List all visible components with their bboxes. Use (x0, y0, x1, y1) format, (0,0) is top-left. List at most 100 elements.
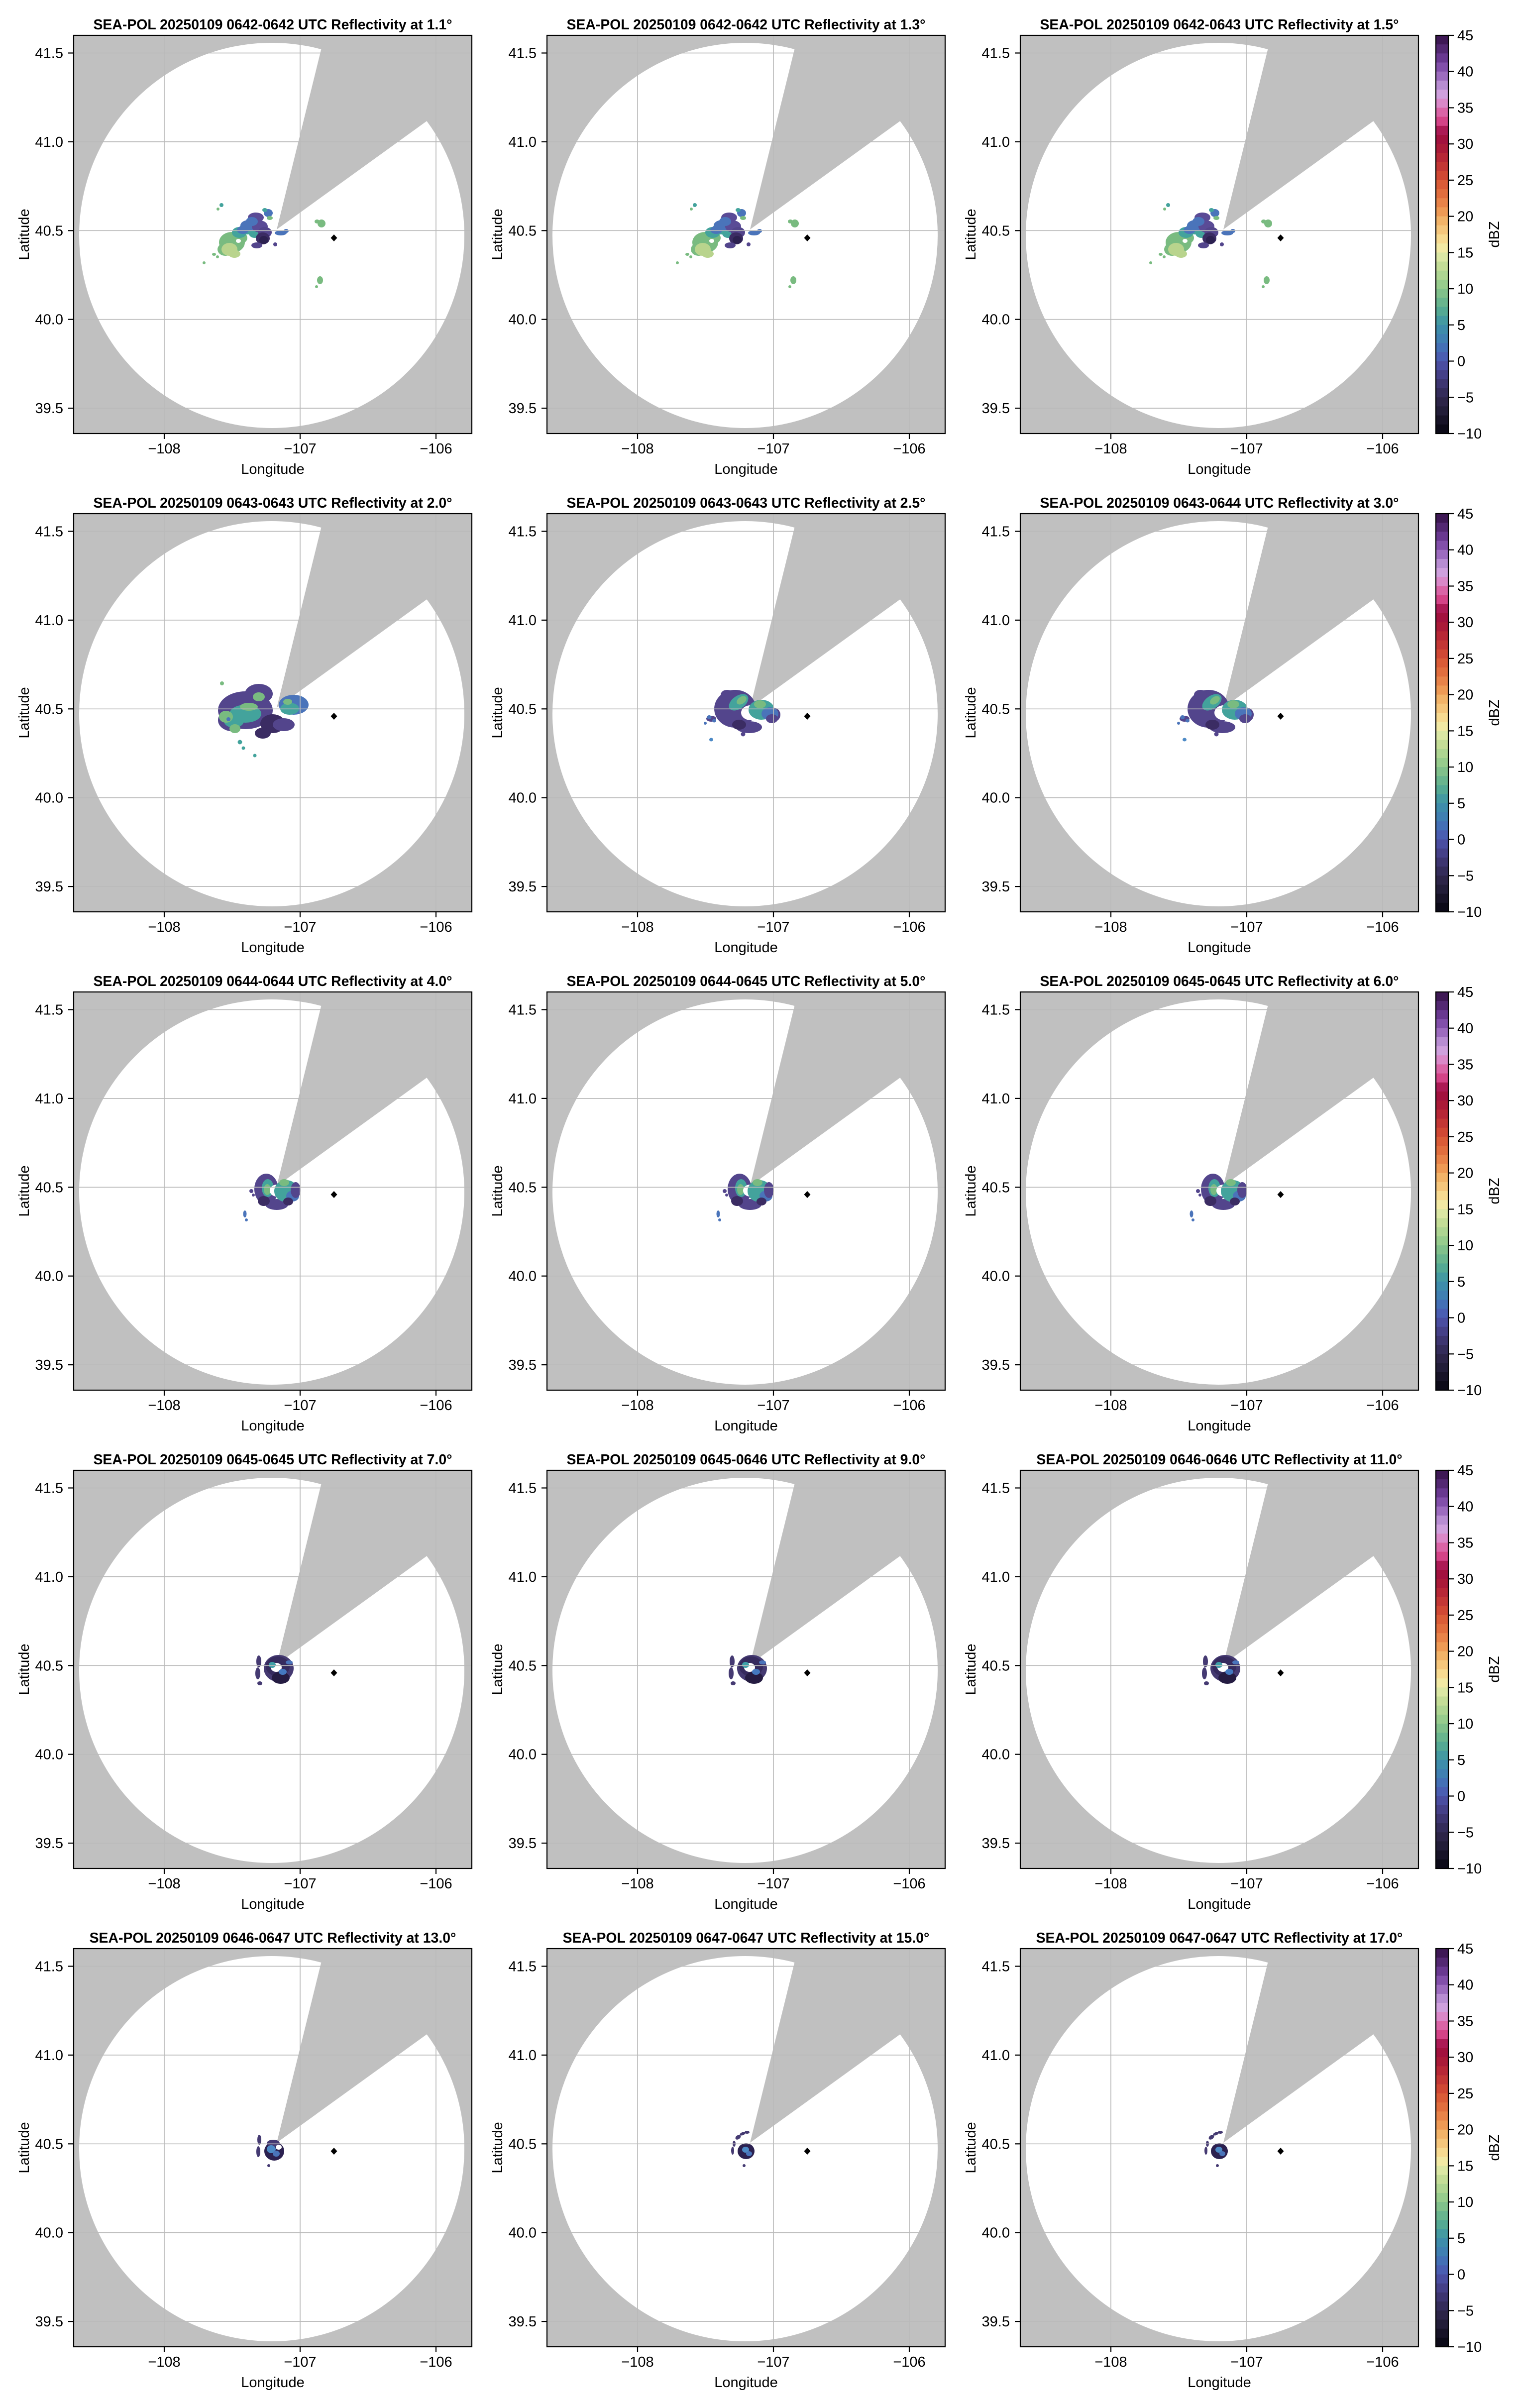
svg-text:41.0: 41.0 (35, 134, 63, 150)
svg-text:0: 0 (1457, 1311, 1465, 1326)
svg-text:−107: −107 (757, 2354, 789, 2370)
svg-text:40.5: 40.5 (509, 1658, 537, 1674)
svg-text:30: 30 (1457, 1093, 1473, 1109)
svg-text:10: 10 (1457, 1238, 1473, 1254)
svg-text:−108: −108 (148, 441, 180, 457)
svg-text:−5: −5 (1457, 868, 1474, 884)
svg-text:Longitude: Longitude (1188, 1896, 1251, 1912)
svg-text:41.0: 41.0 (509, 1091, 537, 1107)
svg-text:Latitude: Latitude (490, 687, 506, 738)
svg-text:39.5: 39.5 (35, 879, 63, 895)
svg-text:SEA-POL 20250109 0642-0642 UTC: SEA-POL 20250109 0642-0642 UTC Reflectiv… (94, 17, 452, 33)
svg-text:40.0: 40.0 (982, 312, 1010, 328)
svg-text:45: 45 (1457, 1463, 1473, 1479)
svg-text:Latitude: Latitude (16, 1643, 32, 1695)
svg-text:dBZ: dBZ (1487, 699, 1503, 726)
svg-text:−107: −107 (284, 441, 316, 457)
svg-text:−107: −107 (757, 441, 789, 457)
svg-text:Longitude: Longitude (241, 1418, 304, 1434)
svg-text:41.5: 41.5 (509, 1481, 537, 1497)
svg-text:−107: −107 (757, 1398, 789, 1414)
svg-text:20: 20 (1457, 209, 1473, 225)
svg-text:41.0: 41.0 (35, 2048, 63, 2064)
svg-text:−108: −108 (1094, 919, 1127, 935)
svg-text:−108: −108 (621, 919, 653, 935)
svg-text:SEA-POL 20250109 0645-0645 UTC: SEA-POL 20250109 0645-0645 UTC Reflectiv… (1040, 974, 1399, 989)
svg-text:10: 10 (1457, 1716, 1473, 1732)
svg-text:Latitude: Latitude (963, 1165, 979, 1216)
svg-text:Latitude: Latitude (490, 1165, 506, 1216)
svg-text:41.5: 41.5 (509, 524, 537, 540)
svg-text:41.0: 41.0 (509, 2048, 537, 2064)
svg-text:40.5: 40.5 (509, 1180, 537, 1196)
svg-text:Latitude: Latitude (963, 209, 979, 260)
svg-text:41.0: 41.0 (35, 1091, 63, 1107)
svg-text:40.5: 40.5 (982, 223, 1010, 239)
svg-text:5: 5 (1457, 2231, 1465, 2247)
svg-text:41.0: 41.0 (35, 613, 63, 629)
svg-text:35: 35 (1457, 579, 1473, 595)
svg-text:40.0: 40.0 (509, 312, 537, 328)
svg-text:−106: −106 (1366, 2354, 1399, 2370)
svg-text:40: 40 (1457, 1977, 1473, 1993)
svg-text:SEA-POL 20250109 0643-0643 UTC: SEA-POL 20250109 0643-0643 UTC Reflectiv… (567, 495, 926, 511)
svg-text:−108: −108 (1094, 2354, 1127, 2370)
svg-text:30: 30 (1457, 615, 1473, 631)
svg-text:−106: −106 (420, 1876, 452, 1892)
svg-text:10: 10 (1457, 281, 1473, 297)
svg-text:−108: −108 (148, 919, 180, 935)
svg-text:−106: −106 (420, 1398, 452, 1414)
svg-text:−108: −108 (621, 441, 653, 457)
svg-text:41.5: 41.5 (982, 1002, 1010, 1018)
svg-text:39.5: 39.5 (982, 879, 1010, 895)
svg-text:SEA-POL 20250109 0643-0644 UTC: SEA-POL 20250109 0643-0644 UTC Reflectiv… (1040, 495, 1399, 511)
svg-text:−5: −5 (1457, 390, 1474, 406)
svg-text:Longitude: Longitude (241, 461, 304, 477)
svg-text:−10: −10 (1457, 426, 1482, 442)
svg-text:−107: −107 (1230, 919, 1263, 935)
svg-text:40.5: 40.5 (35, 701, 63, 717)
svg-text:Longitude: Longitude (1188, 940, 1251, 956)
svg-text:41.0: 41.0 (509, 613, 537, 629)
svg-text:Longitude: Longitude (241, 2375, 304, 2391)
svg-text:Longitude: Longitude (714, 1418, 777, 1434)
svg-text:45: 45 (1457, 506, 1473, 522)
svg-text:−106: −106 (420, 919, 452, 935)
svg-text:0: 0 (1457, 1789, 1465, 1805)
svg-text:−108: −108 (621, 1876, 653, 1892)
svg-text:Latitude: Latitude (16, 2122, 32, 2173)
svg-text:40.0: 40.0 (35, 1269, 63, 1285)
svg-text:41.5: 41.5 (509, 1959, 537, 1975)
svg-text:41.5: 41.5 (982, 46, 1010, 62)
svg-text:15: 15 (1457, 2158, 1473, 2174)
svg-text:−107: −107 (1230, 1876, 1263, 1892)
svg-text:Latitude: Latitude (490, 1643, 506, 1695)
svg-text:40.0: 40.0 (509, 1269, 537, 1285)
svg-text:39.5: 39.5 (35, 2314, 63, 2330)
svg-text:−106: −106 (1366, 919, 1399, 935)
svg-text:5: 5 (1457, 1274, 1465, 1290)
svg-text:40.0: 40.0 (982, 1269, 1010, 1285)
svg-text:−106: −106 (1366, 441, 1399, 457)
svg-text:−107: −107 (284, 1398, 316, 1414)
svg-text:41.0: 41.0 (35, 1569, 63, 1585)
svg-text:25: 25 (1457, 651, 1473, 667)
svg-text:Longitude: Longitude (714, 2375, 777, 2391)
svg-text:39.5: 39.5 (982, 1357, 1010, 1373)
svg-text:41.5: 41.5 (35, 46, 63, 62)
svg-text:−106: −106 (420, 441, 452, 457)
svg-text:−107: −107 (1230, 2354, 1263, 2370)
svg-text:−5: −5 (1457, 2303, 1474, 2319)
svg-text:40.0: 40.0 (982, 2225, 1010, 2241)
svg-text:40.0: 40.0 (509, 1747, 537, 1763)
svg-text:−107: −107 (757, 1876, 789, 1892)
svg-text:5: 5 (1457, 318, 1465, 333)
svg-text:39.5: 39.5 (35, 1357, 63, 1373)
svg-text:30: 30 (1457, 2050, 1473, 2066)
svg-text:SEA-POL 20250109 0647-0647 UTC: SEA-POL 20250109 0647-0647 UTC Reflectiv… (1036, 1930, 1403, 1946)
svg-text:30: 30 (1457, 136, 1473, 152)
svg-text:−106: −106 (893, 919, 925, 935)
svg-text:−106: −106 (893, 1876, 925, 1892)
svg-text:40.0: 40.0 (35, 312, 63, 328)
svg-text:10: 10 (1457, 760, 1473, 775)
